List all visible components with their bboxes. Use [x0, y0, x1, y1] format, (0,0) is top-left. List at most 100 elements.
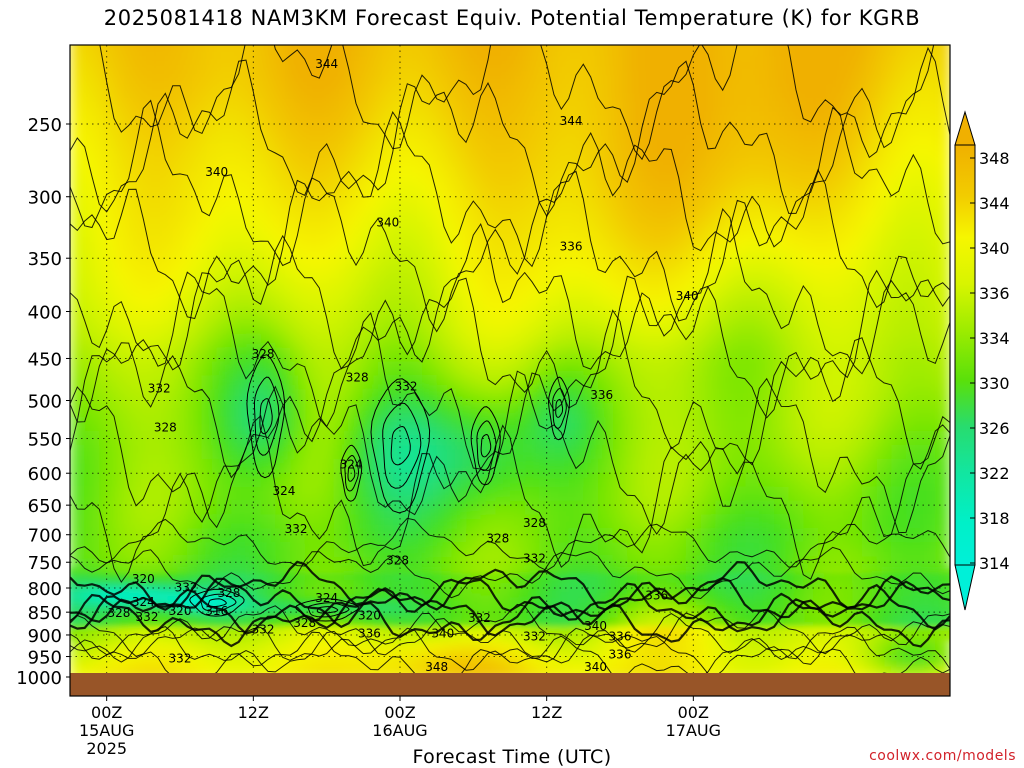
field-detail-cell — [402, 572, 414, 577]
field-cell — [231, 320, 247, 335]
field-cell — [216, 45, 233, 58]
field-detail-cell — [461, 602, 472, 607]
field-detail-cell — [500, 637, 511, 641]
field-detail-cell — [402, 637, 414, 641]
field-detail-cell — [441, 583, 453, 587]
field-cell — [451, 70, 467, 85]
field-cell — [304, 542, 321, 557]
field-detail-cell — [686, 570, 697, 574]
field-cell — [730, 111, 746, 127]
field-cell — [275, 320, 291, 335]
field-detail-cell — [646, 621, 658, 625]
field-detail-cell — [236, 572, 247, 577]
field-detail-cell — [167, 580, 179, 584]
field-cell — [700, 181, 717, 196]
field-cell — [231, 500, 247, 516]
field-detail-cell — [510, 580, 521, 584]
field-cell — [158, 472, 174, 488]
field-cell — [598, 472, 614, 488]
field-detail-cell — [334, 590, 345, 594]
field-cell — [407, 15, 423, 30]
field-cell — [158, 15, 174, 30]
field-detail-cell — [422, 632, 433, 636]
field-detail-cell — [470, 572, 482, 577]
field-detail-cell — [480, 590, 492, 594]
field-cell — [524, 389, 541, 405]
field-detail-cell — [265, 588, 277, 592]
field-detail-cell — [725, 614, 736, 618]
field-detail-cell — [725, 602, 736, 607]
field-detail-cell — [490, 621, 502, 625]
field-cell — [876, 639, 893, 655]
field-cell — [158, 167, 174, 183]
field-detail-cell — [558, 609, 570, 614]
field-cell — [451, 222, 467, 238]
field-detail-cell — [695, 630, 707, 634]
field-cell — [876, 56, 893, 72]
field-detail-cell — [236, 597, 247, 602]
field-detail-cell — [373, 605, 384, 609]
field-cell — [656, 208, 673, 224]
field-cell — [642, 236, 658, 252]
field-cell — [906, 153, 922, 169]
field-cell — [436, 139, 453, 155]
field-detail-cell — [451, 590, 463, 594]
field-cell — [847, 333, 863, 349]
field-cell — [246, 542, 262, 557]
field-detail-cell — [294, 607, 306, 611]
field-detail-cell — [715, 607, 727, 611]
field-detail-cell — [70, 637, 81, 641]
field-cell — [891, 236, 907, 252]
field-cell — [656, 417, 673, 433]
field-cell — [686, 514, 702, 530]
field-detail-cell — [334, 592, 345, 597]
field-cell — [847, 15, 863, 30]
field-cell — [158, 375, 174, 391]
field-detail-cell — [715, 595, 727, 599]
field-cell — [862, 444, 878, 460]
field-cell — [862, 15, 878, 30]
field-cell — [436, 195, 453, 210]
field-detail-cell — [392, 600, 404, 604]
field-cell — [627, 444, 643, 460]
field-cell — [700, 153, 717, 169]
field-cell — [935, 333, 950, 349]
field-detail-cell — [529, 635, 541, 639]
field-cell — [319, 153, 335, 169]
field-cell — [891, 320, 907, 335]
field-detail-cell — [529, 630, 541, 634]
field-cell — [906, 417, 922, 433]
field-cell — [642, 444, 658, 460]
field-detail-cell — [138, 637, 150, 641]
field-cell — [85, 15, 101, 30]
field-detail-cell — [334, 607, 345, 611]
field-detail-cell — [598, 619, 609, 623]
field-detail-cell — [695, 575, 707, 579]
field-detail-cell — [676, 628, 687, 632]
field-detail-cell — [627, 635, 639, 639]
field-cell — [202, 28, 218, 43]
field-cell — [744, 97, 761, 113]
field-detail-cell — [656, 577, 668, 582]
field-cell — [436, 70, 453, 85]
field-detail-cell — [705, 616, 717, 621]
field-detail-cell — [353, 588, 365, 592]
field-detail-cell — [725, 600, 736, 604]
field-cell — [686, 639, 702, 655]
field-cell — [495, 181, 511, 196]
field-detail-cell — [519, 575, 531, 579]
field-cell — [862, 195, 878, 210]
field-detail-cell — [676, 597, 687, 602]
field-detail-cell — [70, 567, 81, 572]
field-detail-cell — [89, 635, 101, 639]
field-cell — [422, 56, 438, 72]
field-detail-cell — [656, 567, 668, 572]
field-cell — [319, 292, 335, 308]
field-detail-cell — [206, 580, 218, 584]
field-detail-cell — [500, 595, 511, 599]
field-cell — [847, 250, 863, 266]
field-detail-cell — [392, 607, 404, 611]
field-detail-cell — [70, 583, 81, 587]
field-cell — [290, 111, 306, 127]
field-detail-cell — [138, 619, 150, 623]
